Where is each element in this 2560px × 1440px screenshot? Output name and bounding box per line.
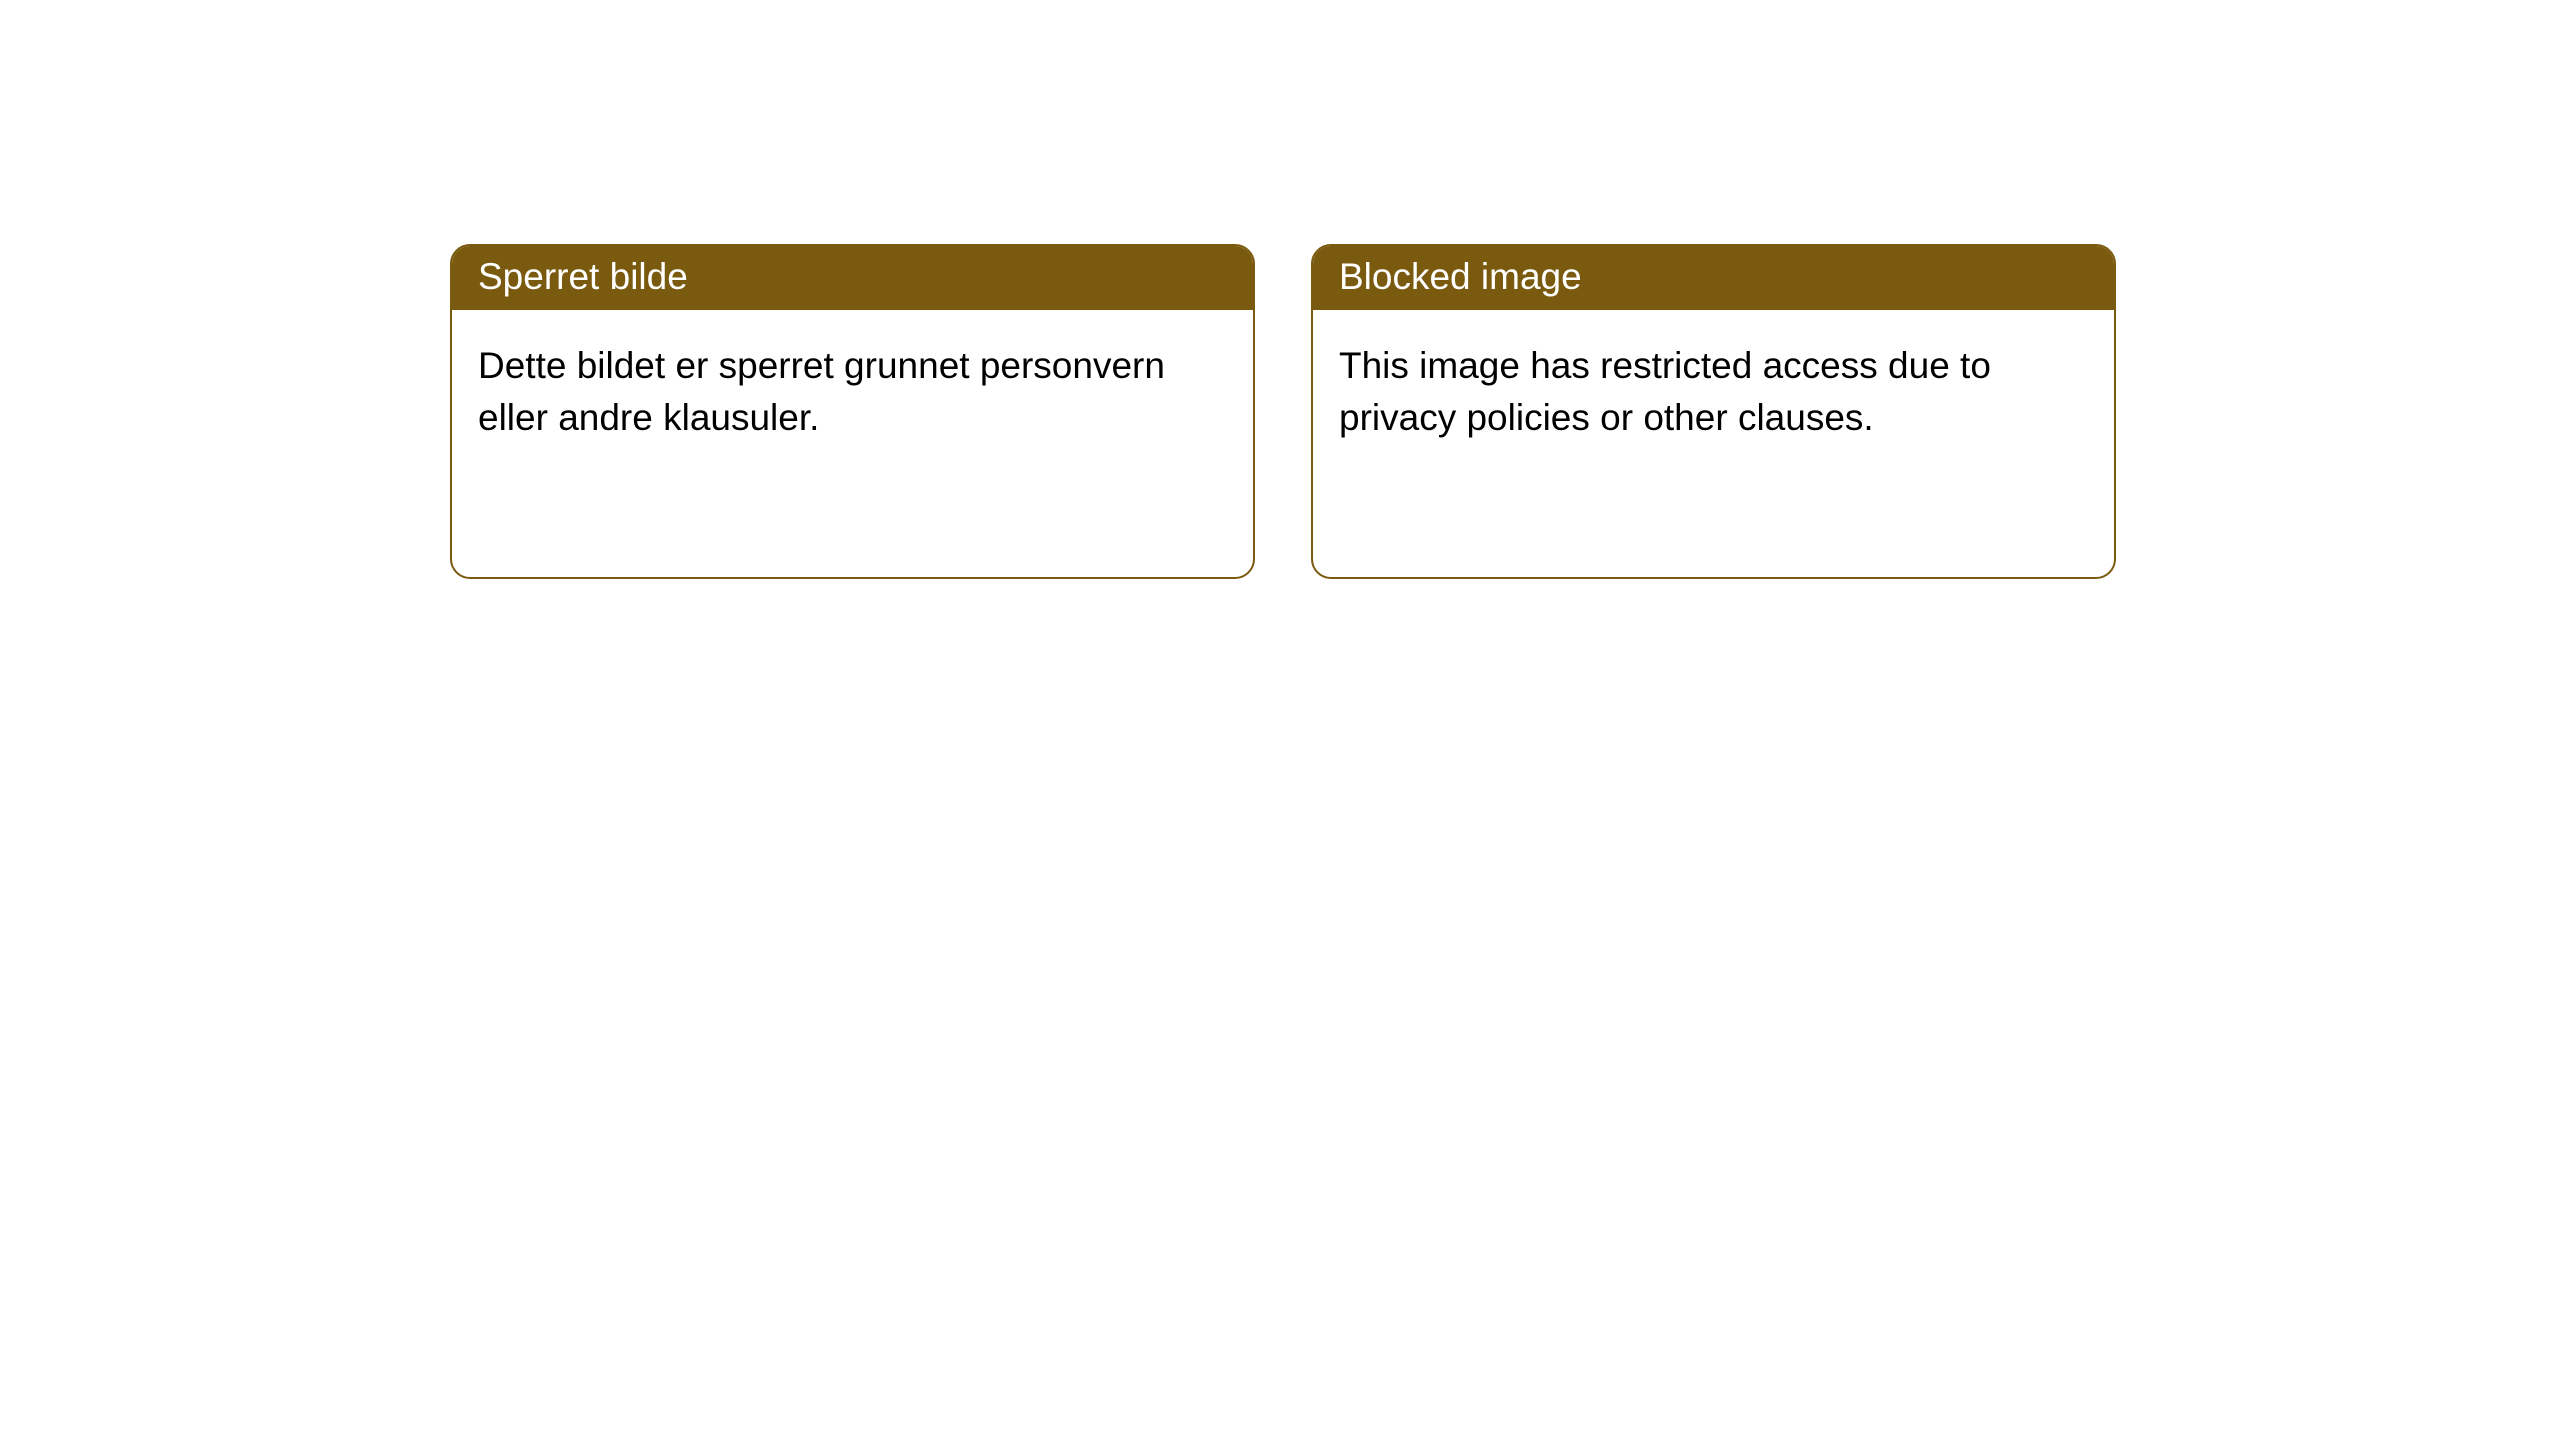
- card-body-en: This image has restricted access due to …: [1313, 310, 2114, 474]
- card-title-no: Sperret bilde: [478, 256, 688, 297]
- cards-container: Sperret bilde Dette bildet er sperret gr…: [0, 0, 2560, 579]
- card-body-no: Dette bildet er sperret grunnet personve…: [452, 310, 1253, 474]
- card-header-no: Sperret bilde: [452, 246, 1253, 310]
- blocked-image-card-en: Blocked image This image has restricted …: [1311, 244, 2116, 579]
- card-body-text-en: This image has restricted access due to …: [1339, 345, 1991, 438]
- card-title-en: Blocked image: [1339, 256, 1582, 297]
- card-body-text-no: Dette bildet er sperret grunnet personve…: [478, 345, 1165, 438]
- card-header-en: Blocked image: [1313, 246, 2114, 310]
- blocked-image-card-no: Sperret bilde Dette bildet er sperret gr…: [450, 244, 1255, 579]
